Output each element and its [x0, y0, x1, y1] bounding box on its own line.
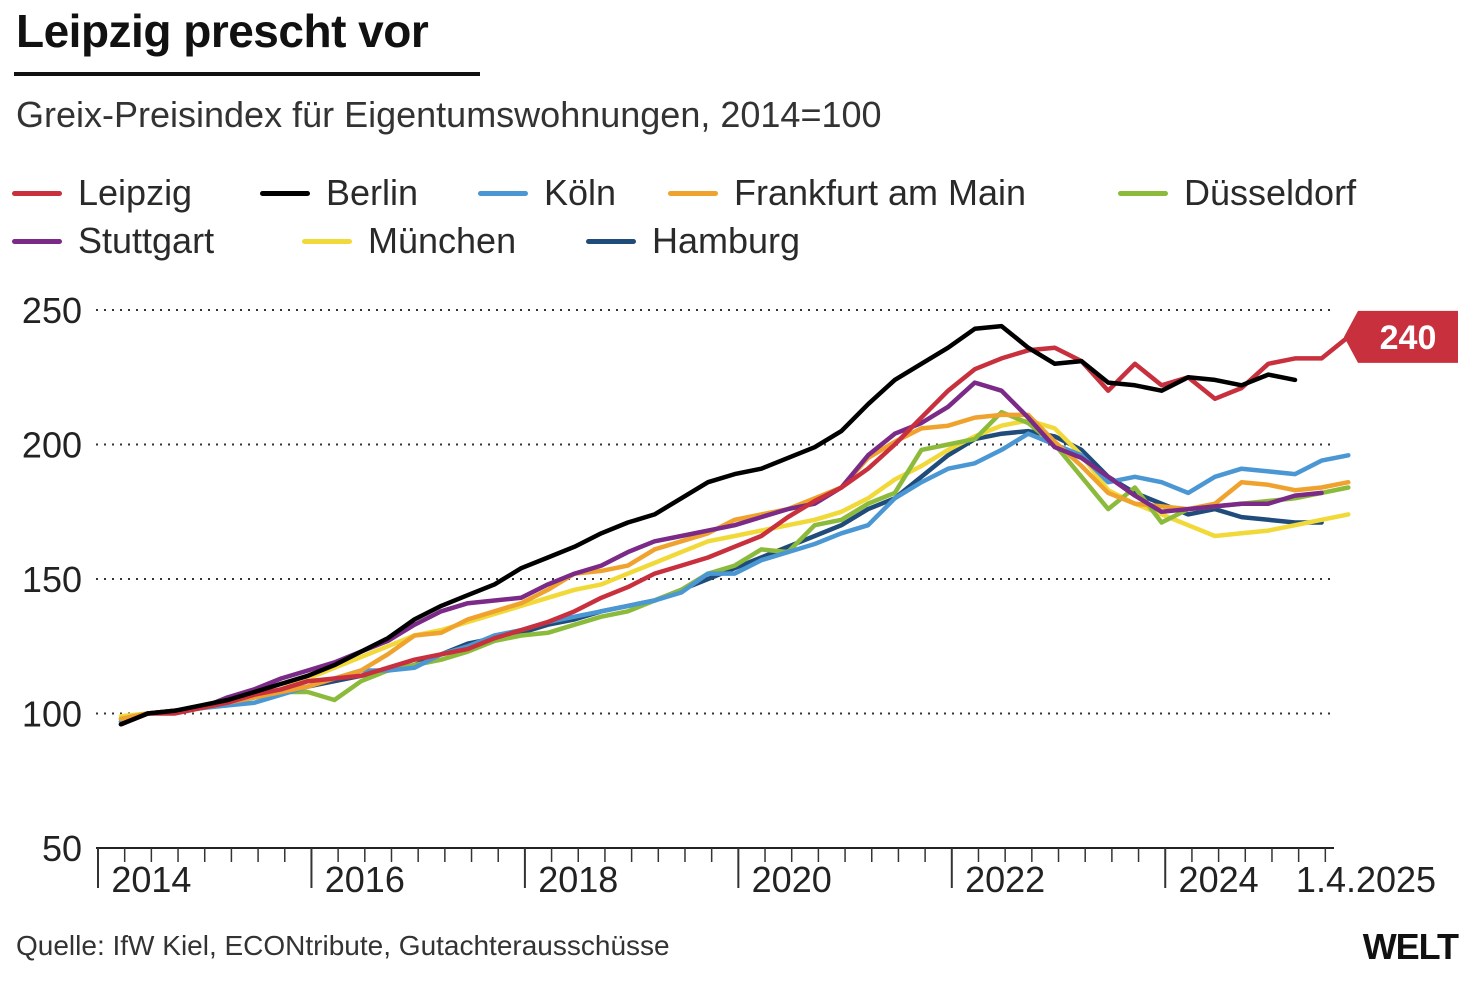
legend-label: Frankfurt am Main [734, 172, 1027, 213]
x-tick-label: 2016 [325, 859, 405, 900]
y-tick-label: 100 [22, 694, 82, 735]
legend-swatch [586, 238, 636, 244]
legend-swatch [478, 190, 528, 196]
chart-subtitle: Greix-Preisindex für Eigentumswohnungen,… [16, 94, 882, 135]
welt-logo: WELT [1362, 926, 1459, 967]
legend-item-leipzig[interactable]: Leipzig [12, 172, 192, 214]
legend-swatch [12, 238, 62, 244]
legend-swatch [260, 190, 310, 196]
legend-label: Stuttgart [78, 220, 215, 261]
x-tick-label: 1.4.2025 [1296, 859, 1436, 900]
series-line-stuttgart [118, 380, 1324, 727]
end-label-badge-shape [1344, 310, 1458, 363]
x-tick-label: 2022 [965, 859, 1045, 900]
legend-item-muenchen[interactable]: München [302, 220, 516, 262]
grid-layer: 250 200 150 100 50 [22, 290, 1334, 869]
legend-swatch [12, 190, 62, 196]
x-tick-label: 2014 [111, 859, 191, 900]
end-label-badge: 240 [1344, 310, 1458, 363]
title-underline [14, 72, 480, 76]
series-line-berlin [118, 323, 1298, 727]
legend-label: Köln [544, 172, 617, 213]
legend-label: Leipzig [78, 172, 193, 213]
legend-swatch [302, 238, 352, 244]
y-tick-label: 150 [22, 559, 82, 600]
legend-label: Hamburg [652, 220, 801, 261]
legend-swatch [668, 190, 718, 196]
y-tick-label: 50 [42, 828, 82, 869]
legend-swatch [1118, 190, 1168, 196]
y-tick-label: 200 [22, 425, 82, 466]
x-tick-label: 2020 [752, 859, 832, 900]
legend-label: Düsseldorf [1184, 172, 1357, 213]
series-layer [118, 323, 1351, 727]
legend-label: München [368, 220, 517, 261]
x-axis: 2014 2016 2018 2020 2022 2024 1.4.2025 [96, 847, 1436, 900]
legend-item-berlin[interactable]: Berlin [260, 172, 418, 214]
chart-title: Leipzig prescht vor [16, 5, 429, 57]
series-line-m-nchen [118, 418, 1351, 719]
source-note: Quelle: IfW Kiel, ECONtribute, Gutachter… [16, 930, 670, 961]
end-label-value: 240 [1380, 319, 1437, 357]
x-tick-label: 2024 [1179, 859, 1259, 900]
legend-label: Berlin [326, 172, 419, 213]
legend-item-stuttgart[interactable]: Stuttgart [12, 220, 214, 262]
series-line-leipzig [118, 334, 1351, 727]
legend-item-frankfurt[interactable]: Frankfurt am Main [668, 172, 1026, 214]
line-chart: 250 200 150 100 50 2014 2016 2018 2020 2022 2024 1… [22, 290, 1458, 900]
legend-item-hamburg[interactable]: Hamburg [586, 220, 800, 262]
y-tick-label: 250 [22, 290, 82, 331]
legend-item-duesseldorf[interactable]: Düsseldorf [1118, 172, 1356, 214]
legend: Leipzig Berlin Köln Frankfurt am Main Dü… [12, 172, 1452, 272]
legend-item-koeln[interactable]: Köln [478, 172, 616, 214]
x-tick-label: 2018 [538, 859, 618, 900]
